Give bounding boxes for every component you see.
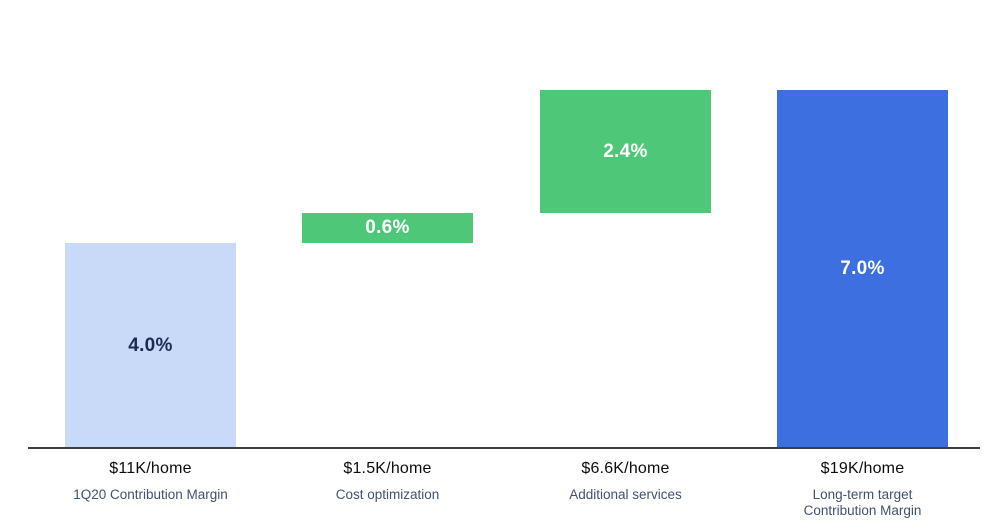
bar-long-term-target: 7.0% (777, 90, 948, 448)
bar-additional-services: 2.4% (540, 90, 711, 213)
per-home-value: $11K/home (109, 460, 192, 477)
bar-value-label: 0.6% (365, 217, 410, 238)
per-home-value: $19K/home (820, 460, 905, 477)
x-axis-label-group: $19K/home Long-term target Contribution … (757, 460, 968, 518)
bar-cost-optimization: 0.6% (302, 213, 473, 243)
category-label: Long-term target Contribution Margin (803, 487, 922, 518)
category-label: Additional services (569, 487, 682, 502)
x-axis-label-group: $11K/home 1Q20 Contribution Margin (45, 460, 256, 503)
bar-value-label: 4.0% (128, 334, 173, 356)
x-axis-label-group: $6.6K/home Additional services (520, 460, 731, 503)
category-label: 1Q20 Contribution Margin (73, 487, 228, 502)
bar-1q20-contribution-margin: 4.0% (65, 243, 236, 448)
x-axis-label-group: $1.5K/home Cost optimization (282, 460, 493, 503)
per-home-value: $1.5K/home (343, 460, 432, 477)
category-label: Cost optimization (335, 487, 440, 502)
bar-value-label: 2.4% (603, 140, 648, 162)
per-home-value: $6.6K/home (581, 460, 670, 477)
x-axis-line (28, 447, 980, 449)
bar-value-label: 7.0% (840, 258, 885, 279)
